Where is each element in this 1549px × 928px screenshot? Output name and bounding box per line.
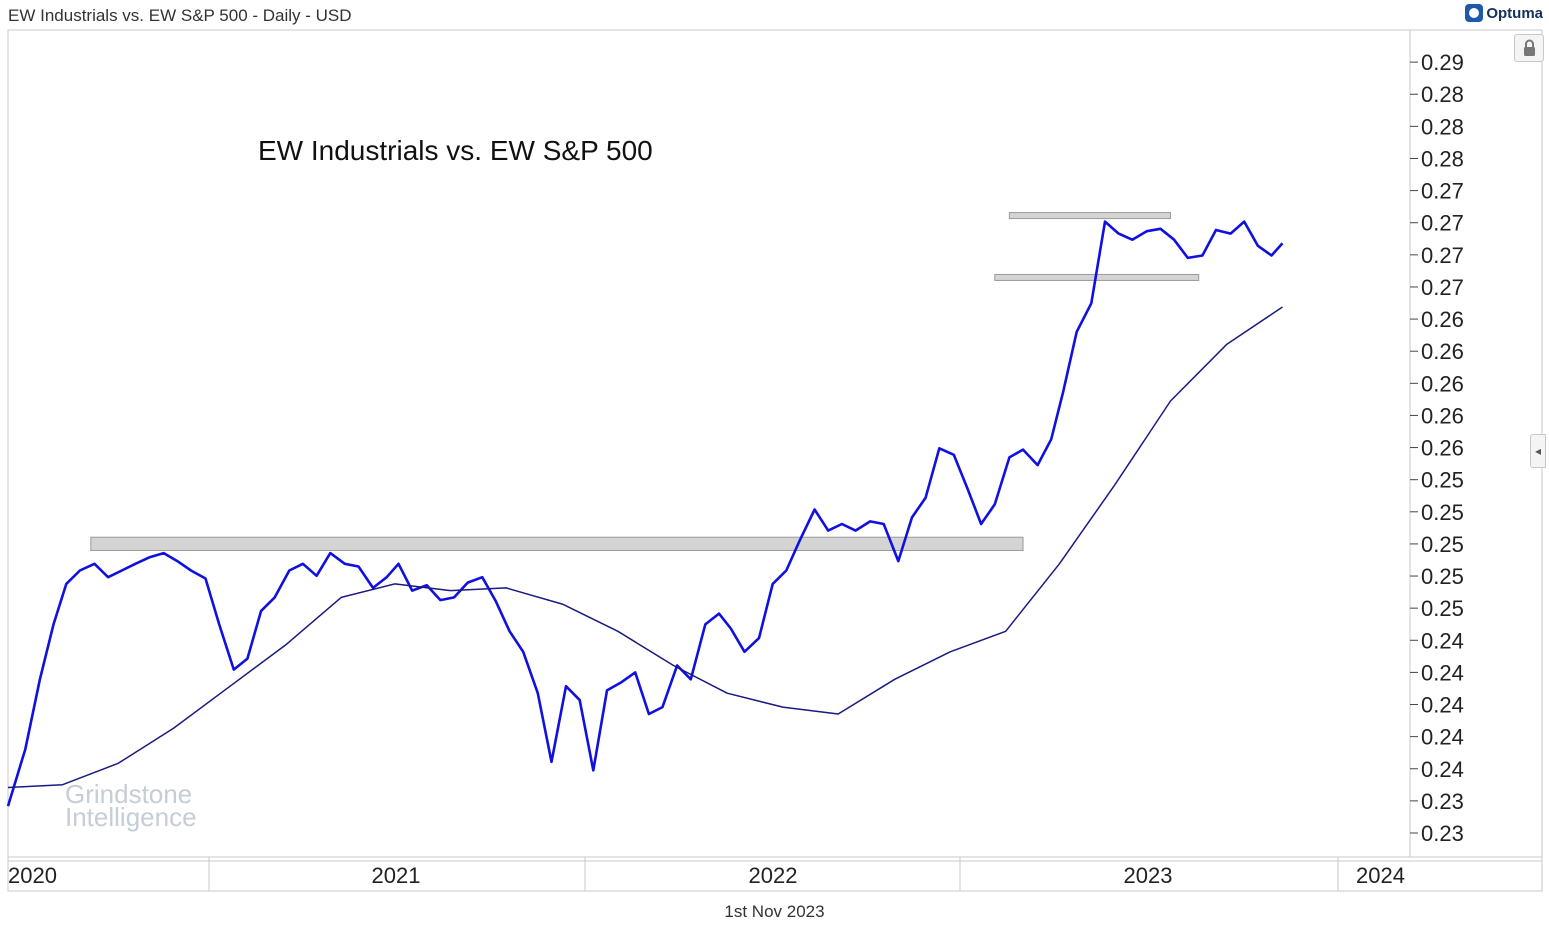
y-tick-label: 0.24 xyxy=(1421,628,1464,653)
y-tick-label: 0.25 xyxy=(1421,532,1464,557)
y-tick-label: 0.24 xyxy=(1421,693,1464,718)
optuma-logo: Optuma xyxy=(1465,4,1543,22)
brand-name: Optuma xyxy=(1486,4,1543,22)
y-tick-label: 0.24 xyxy=(1421,660,1464,685)
y-tick-label: 0.25 xyxy=(1421,596,1464,621)
lock-button[interactable] xyxy=(1514,34,1544,62)
optuma-logo-icon xyxy=(1465,4,1484,22)
chart-title: EW Industrials vs. EW S&P 500 xyxy=(258,135,653,166)
y-tick-label: 0.28 xyxy=(1421,114,1464,139)
y-tick-label: 0.25 xyxy=(1421,564,1464,589)
y-tick-label: 0.24 xyxy=(1421,757,1464,782)
footer-date: 1st Nov 2023 xyxy=(724,902,825,921)
y-tick-label: 0.27 xyxy=(1421,243,1464,268)
y-tick-label: 0.25 xyxy=(1421,500,1464,525)
plot-border xyxy=(7,29,1543,862)
lock-icon xyxy=(1524,39,1535,56)
y-tick-label: 0.24 xyxy=(1421,725,1464,750)
watermark-line-1: Grindstone xyxy=(65,779,192,809)
y-tick-label: 0.26 xyxy=(1421,307,1464,332)
y-tick-label: 0.27 xyxy=(1421,211,1464,236)
watermark-line-2: Intelligence xyxy=(65,802,197,832)
y-tick-label: 0.26 xyxy=(1421,339,1464,364)
y-tick-label: 0.23 xyxy=(1421,821,1464,846)
y-tick-label: 0.29 xyxy=(1421,50,1464,75)
zone-1 xyxy=(1008,212,1171,220)
x-tick-label: 2023 xyxy=(1124,863,1173,888)
y-tick-label: 0.27 xyxy=(1421,275,1464,300)
x-tick-label: 2020 xyxy=(8,863,57,888)
series-lines xyxy=(6,220,1284,807)
chart: Grindstone Intelligence 0.29 0.28 0.28 0.28… xyxy=(6,29,1543,892)
zone-0 xyxy=(90,536,1024,551)
chevron-left-icon: ◂ xyxy=(1534,444,1542,458)
moving-average-line xyxy=(7,306,1283,789)
y-tick-label: 0.26 xyxy=(1421,436,1464,461)
y-tick-label: 0.23 xyxy=(1421,789,1464,814)
chart-frame xyxy=(7,29,1543,892)
x-tick-label: 2022 xyxy=(749,863,798,888)
y-axis: 0.29 0.28 0.28 0.28 0.27 0.27 0.27 0.27 0.26 0.26… xyxy=(1410,50,1464,846)
x-tick-label: 2021 xyxy=(372,863,421,888)
horizontal-zones xyxy=(90,212,1200,551)
x-axis: 2020 2021 2022 2023 2024 xyxy=(7,857,1405,891)
collapse-panel-button[interactable]: ◂ xyxy=(1530,434,1546,468)
ratio-line xyxy=(6,220,1284,807)
y-tick-label: 0.27 xyxy=(1421,179,1464,204)
x-tick-label: 2024 xyxy=(1356,863,1405,888)
y-tick-label: 0.28 xyxy=(1421,82,1464,107)
y-tick-label: 0.25 xyxy=(1421,468,1464,493)
y-tick-label: 0.26 xyxy=(1421,371,1464,396)
y-tick-label: 0.28 xyxy=(1421,146,1464,171)
window-title: EW Industrials vs. EW S&P 500 - Daily - … xyxy=(8,6,352,25)
y-tick-label: 0.26 xyxy=(1421,403,1464,428)
